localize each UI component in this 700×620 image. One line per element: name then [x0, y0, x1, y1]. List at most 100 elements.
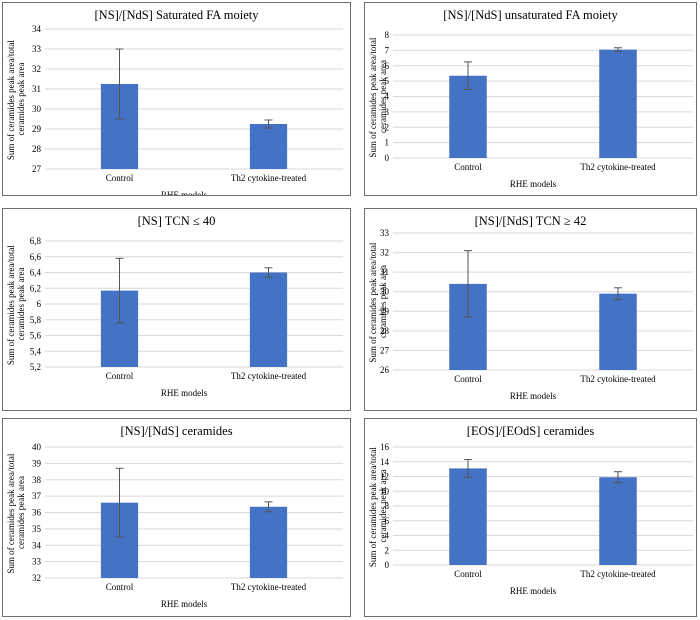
svg-text:Sum of ceramides peak area/tot: Sum of ceramides peak area/total ceramid…: [6, 38, 26, 160]
bar-th2-treated: [599, 477, 637, 565]
y-tick-label: 27: [32, 164, 42, 174]
y-axis-label: Sum of ceramides peak area/total ceramid…: [6, 38, 26, 160]
y-tick-label: 5: [385, 76, 390, 86]
bar-th2-treated: [599, 293, 637, 370]
svg-text:Sum of ceramides peak area/tot: Sum of ceramides peak area/total ceramid…: [6, 243, 26, 365]
y-tick-label: 27: [380, 345, 390, 355]
category-label: Th2 cytokine-treated: [580, 374, 656, 384]
category-label: Th2 cytokine-treated: [231, 582, 307, 592]
category-label: Th2 cytokine-treated: [231, 371, 307, 381]
chart-panel-eos-eods-ceramides: [EOS]/[EOdS] ceramides 0 2 4 6 8 10 12 14 16 Sum o…: [364, 418, 697, 617]
y-tick-label: 6,2: [30, 283, 41, 293]
bar-th2-treated: [249, 272, 288, 367]
x-axis-label: RHE models: [510, 586, 557, 596]
y-tick-label: 10: [380, 486, 390, 496]
y-tick-label: 3: [385, 107, 390, 117]
x-axis-label: RHE models: [510, 391, 557, 401]
y-axis-label: Sum of ceramides peak area/total ceramid…: [6, 451, 26, 573]
y-tick-label: 8: [385, 501, 390, 511]
y-tick-label: 34: [32, 540, 42, 550]
bar-th2-treated: [599, 49, 637, 159]
bar-th2-treated: [249, 506, 288, 578]
category-label: Control: [454, 374, 482, 384]
bar-chart-svg: [NS]/[NdS] TCN ≥ 42 26 27 28 29 30 31 32 33 Sum o…: [368, 214, 693, 401]
y-tick-label: 28: [32, 144, 42, 154]
chart-panel-saturated-fa: [NS]/[NdS] Saturated FA moiety 27 28 29 30 31…: [2, 2, 351, 196]
y-tick-label: 33: [32, 44, 42, 54]
y-tick-label: 1: [385, 138, 390, 148]
y-axis-label: Sum of ceramides peak area/total ceramid…: [368, 445, 388, 567]
y-tick-label: 30: [380, 287, 390, 297]
y-tick-label: 29: [380, 306, 390, 316]
x-axis-label: RHE models: [161, 599, 208, 609]
chart-title: [NS]/[NdS] Saturated FA moiety: [95, 8, 260, 22]
y-tick-label: 0: [385, 153, 390, 163]
y-tick-label: 32: [32, 573, 41, 583]
svg-text:Sum of ceramides peak area/tot: Sum of ceramides peak area/total ceramid…: [6, 451, 26, 573]
y-tick-label: 0: [385, 560, 390, 570]
chart-panel-unsaturated-fa: [NS]/[NdS] unsaturated FA moiety 0 1 2 3 4 5 6 7…: [364, 2, 697, 196]
chart-panel-ns-tcn-40: [NS] TCN ≤ 40 5,2 5,4 5,6 5,8 6 6,2 6,4 6,6 6,8 Su…: [2, 208, 351, 411]
y-tick-label: 8: [385, 30, 390, 40]
svg-text:Sum of ceramides peak area/tot: Sum of ceramides peak area/total ceramid…: [368, 35, 388, 157]
y-tick-label: 4: [385, 531, 390, 541]
y-tick-label: 33: [380, 228, 390, 238]
category-label: Control: [106, 173, 134, 183]
y-tick-label: 12: [380, 472, 389, 482]
y-tick-label: 29: [32, 124, 42, 134]
y-tick-label: 5,4: [30, 346, 42, 356]
y-tick-label: 6,4: [30, 268, 42, 278]
bar-chart-svg: [NS]/[NdS] ceramides 32 33 34 35 36 37 38 39 40 Su…: [6, 424, 343, 609]
y-tick-label: 36: [32, 508, 42, 518]
x-axis-label: RHE models: [161, 190, 208, 195]
y-tick-label: 5,8: [30, 315, 42, 325]
y-tick-label: 26: [380, 365, 390, 375]
y-tick-label: 38: [32, 475, 42, 485]
chart-panel-ns-nds-ceramides: [NS]/[NdS] ceramides 32 33 34 35 36 37 38 39 40 Su…: [2, 418, 351, 617]
y-tick-label: 6: [37, 299, 42, 309]
category-label: Th2 cytokine-treated: [231, 173, 307, 183]
svg-text:Sum of ceramides peak area/tot: Sum of ceramides peak area/total ceramid…: [368, 445, 388, 567]
y-tick-label: 32: [32, 64, 41, 74]
y-tick-label: 40: [32, 442, 42, 452]
bar-chart-svg: [NS]/[NdS] Saturated FA moiety 27 28 29 30 31…: [6, 8, 343, 195]
chart-title: [NS]/[NdS] ceramides: [120, 424, 232, 438]
bar-control: [449, 468, 487, 565]
y-tick-label: 7: [385, 45, 390, 55]
y-tick-label: 14: [380, 457, 390, 467]
y-tick-label: 6,8: [30, 236, 42, 246]
chart-title: [NS]/[NdS] unsaturated FA moiety: [443, 8, 618, 22]
y-axis-label: Sum of ceramides peak area/total ceramid…: [368, 240, 388, 362]
y-tick-label: 32: [380, 248, 389, 258]
chart-title: [EOS]/[EOdS] ceramides: [467, 424, 595, 438]
chart-title: [NS] TCN ≤ 40: [138, 214, 216, 228]
category-label: Control: [106, 371, 134, 381]
x-axis-label: RHE models: [510, 179, 557, 189]
category-label: Control: [106, 582, 134, 592]
y-tick-label: 28: [380, 326, 390, 336]
y-tick-label: 4: [385, 92, 390, 102]
y-axis-label: Sum of ceramides peak area/total ceramid…: [6, 243, 26, 365]
bar-chart-svg: [NS]/[NdS] unsaturated FA moiety 0 1 2 3 4 5 6 7…: [368, 8, 693, 189]
y-tick-label: 31: [380, 267, 389, 277]
y-tick-label: 16: [380, 442, 390, 452]
y-tick-label: 2: [385, 122, 390, 132]
y-tick-label: 37: [32, 491, 42, 501]
y-tick-label: 5,2: [30, 362, 41, 372]
bar-th2-treated: [249, 124, 288, 169]
y-tick-label: 6: [385, 516, 390, 526]
chart-panel-ns-nds-tcn-42: [NS]/[NdS] TCN ≥ 42 26 27 28 29 30 31 32 33 Sum o…: [364, 208, 697, 411]
y-tick-label: 34: [32, 24, 42, 34]
category-label: Th2 cytokine-treated: [580, 569, 656, 579]
bar-chart-svg: [NS] TCN ≤ 40 5,2 5,4 5,6 5,8 6 6,2 6,4 6,6 6,8 Su…: [6, 214, 343, 398]
y-tick-label: 6,6: [30, 252, 42, 262]
y-tick-label: 2: [385, 545, 390, 555]
y-tick-label: 35: [32, 524, 42, 534]
y-tick-label: 31: [32, 84, 41, 94]
y-tick-label: 5,6: [30, 331, 42, 341]
y-tick-label: 6: [385, 61, 390, 71]
y-tick-label: 33: [32, 557, 42, 567]
y-tick-label: 39: [32, 458, 42, 468]
x-axis-label: RHE models: [161, 388, 208, 398]
